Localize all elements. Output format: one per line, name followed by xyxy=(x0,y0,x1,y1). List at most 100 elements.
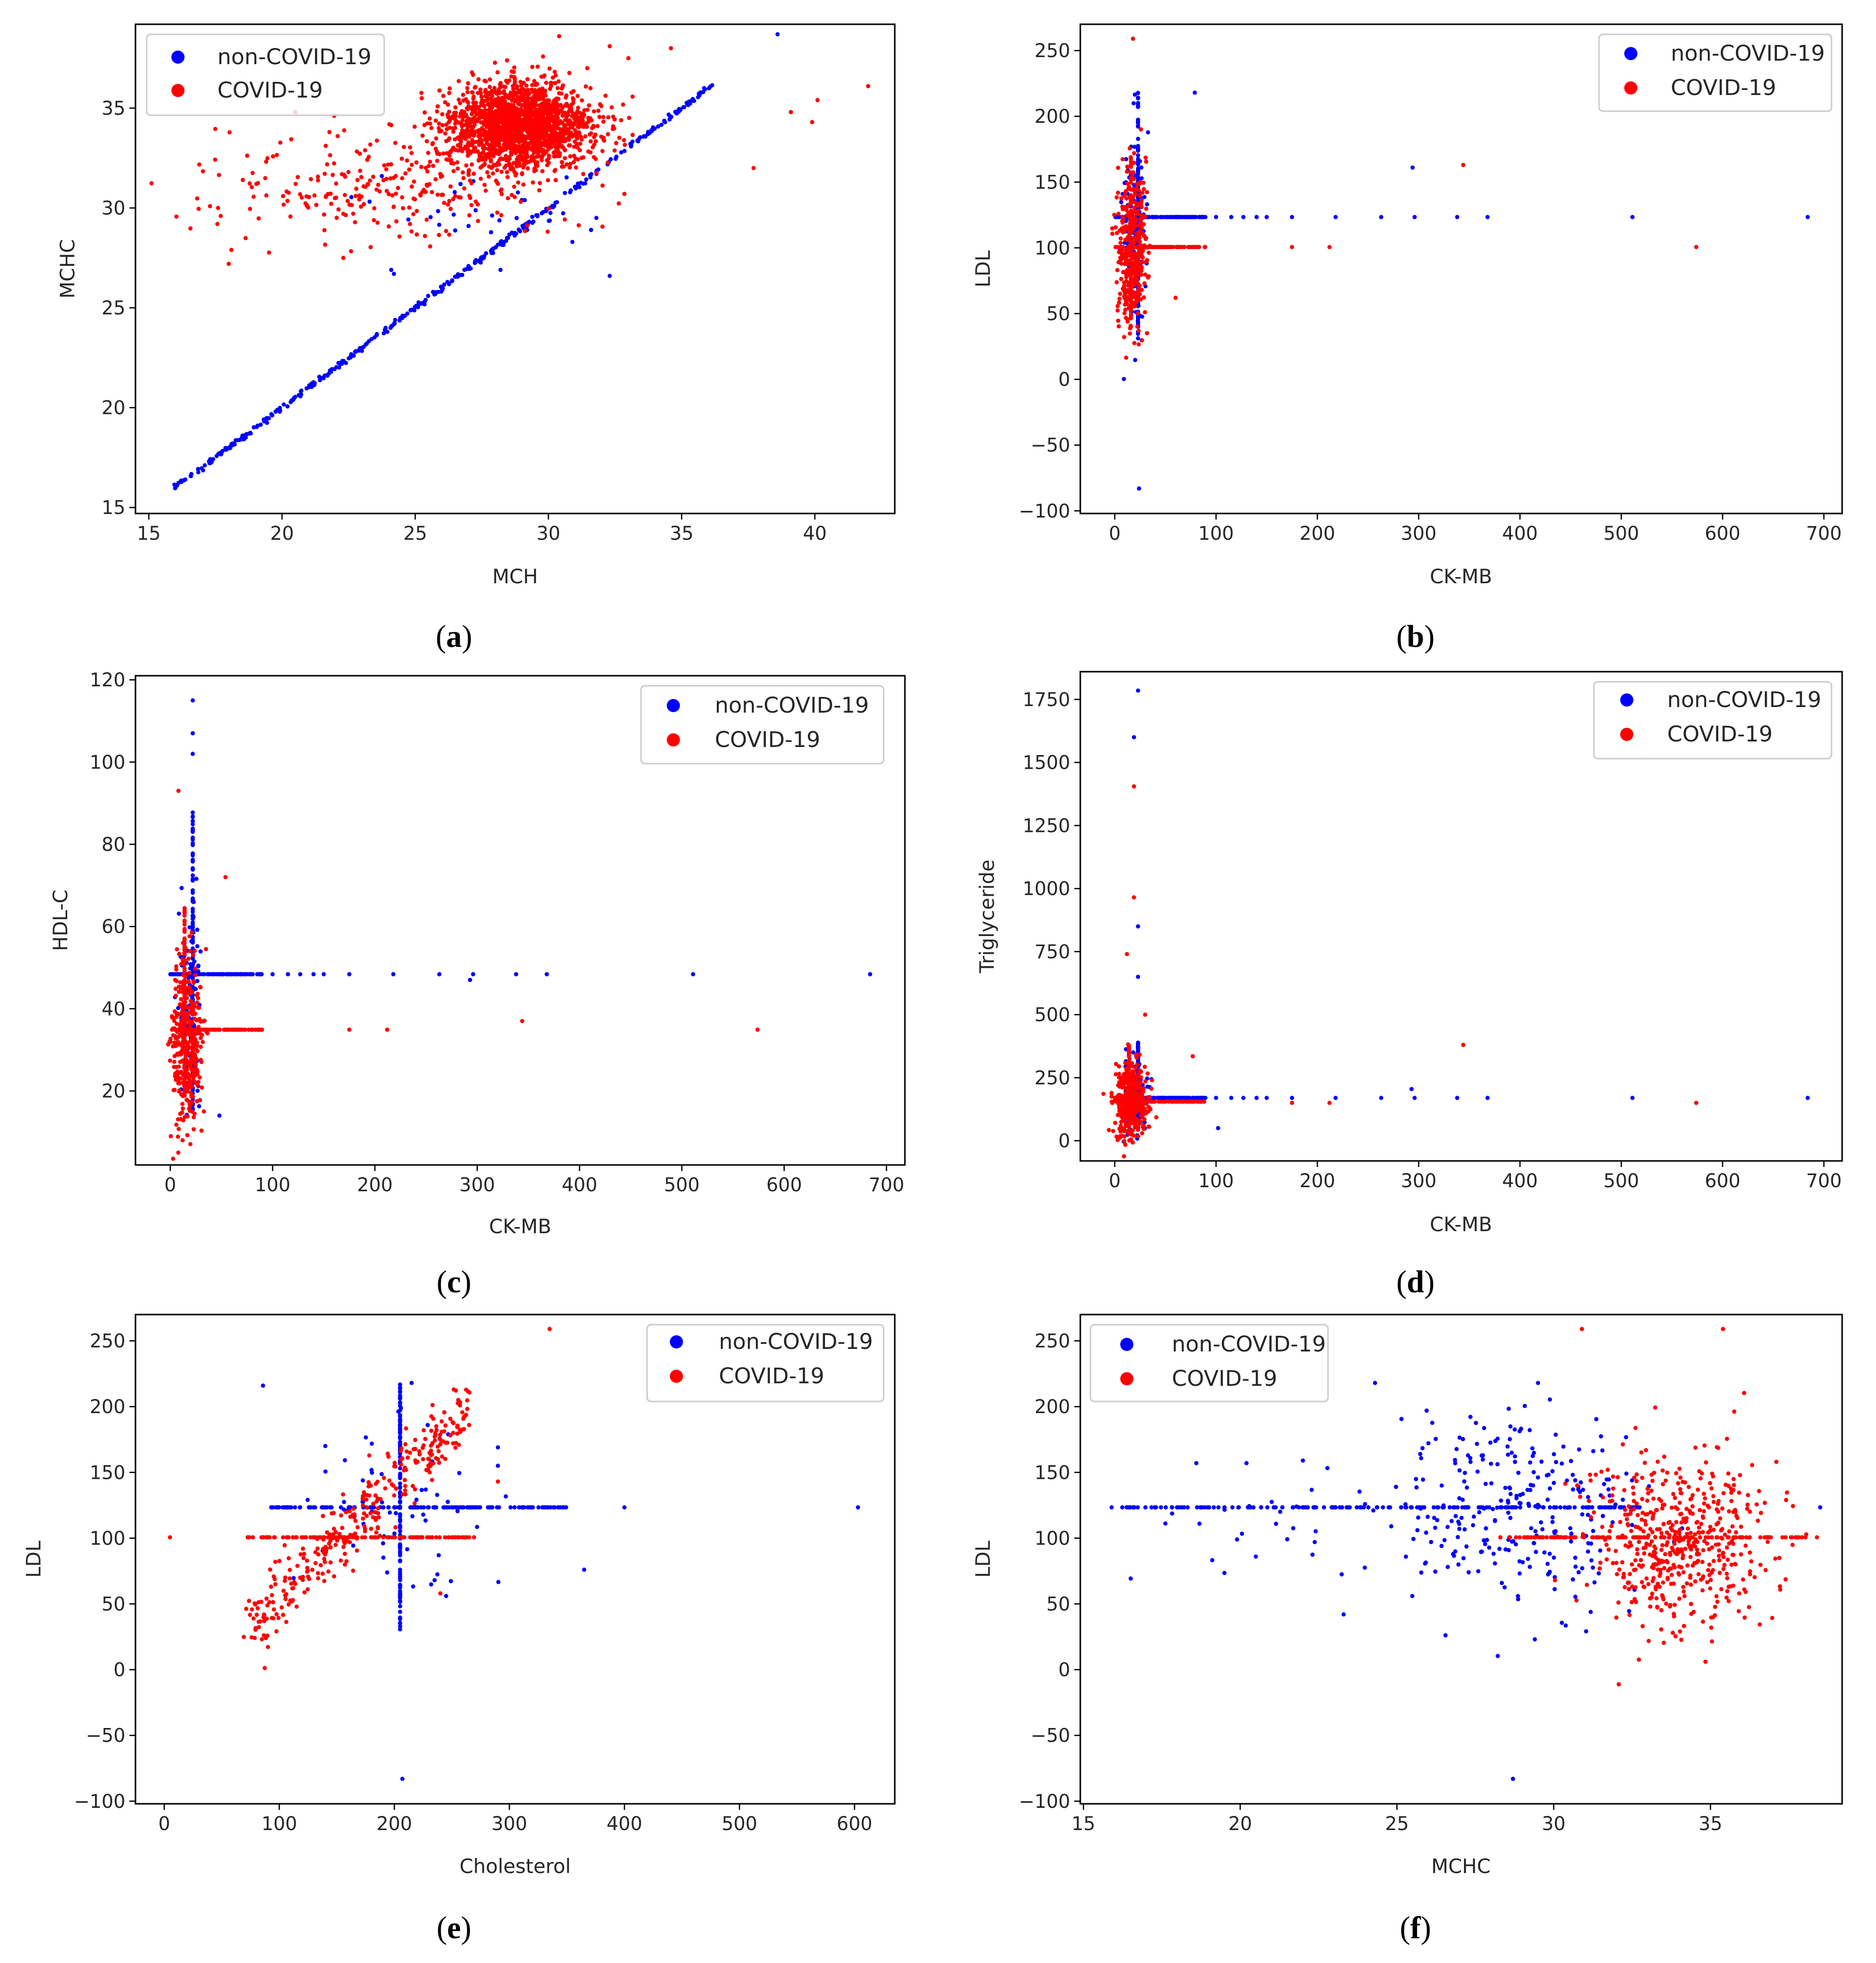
covid-point xyxy=(619,118,623,123)
covid-point xyxy=(1122,229,1127,233)
covid-point xyxy=(474,119,479,123)
covid-point xyxy=(289,137,294,142)
covid-point xyxy=(323,242,328,247)
covid-point xyxy=(1132,151,1136,156)
covid-point xyxy=(444,229,448,233)
covid-point xyxy=(578,142,583,146)
non-covid-point xyxy=(1136,166,1140,171)
non-covid-point xyxy=(1136,974,1140,979)
non-covid-point xyxy=(195,978,200,984)
covid-point xyxy=(365,157,370,162)
covid-point xyxy=(400,176,404,180)
non-covid-point xyxy=(1132,145,1137,149)
covid-point xyxy=(496,96,501,100)
covid-point xyxy=(535,163,540,168)
non-covid-point xyxy=(392,321,397,325)
non-covid-point xyxy=(1136,303,1141,308)
non-covid-point xyxy=(1379,215,1384,219)
covid-point xyxy=(193,1067,198,1072)
covid-point xyxy=(482,162,487,166)
covid-point xyxy=(1135,281,1140,286)
covid-point xyxy=(430,190,434,195)
covid-point xyxy=(584,124,589,129)
covid-point xyxy=(174,967,178,972)
non-covid-point xyxy=(228,972,233,976)
covid-point xyxy=(510,116,515,121)
covid-point xyxy=(524,136,528,141)
covid-point xyxy=(1131,290,1136,295)
x-tick-label: 500 xyxy=(1604,523,1639,544)
non-covid-point xyxy=(1241,215,1246,219)
covid-point xyxy=(478,91,483,96)
non-covid-point xyxy=(176,481,181,485)
non-covid-point xyxy=(561,211,566,216)
covid-point xyxy=(1133,192,1138,197)
non-covid-point xyxy=(530,220,535,225)
non-covid-point xyxy=(239,972,243,976)
covid-point xyxy=(1116,191,1120,195)
non-covid-point xyxy=(191,907,195,911)
covid-point xyxy=(265,156,270,161)
non-covid-point xyxy=(659,122,664,127)
covid-point xyxy=(1144,206,1149,211)
covid-point xyxy=(552,123,556,127)
covid-point xyxy=(560,121,565,125)
y-tick-label: 120 xyxy=(89,669,125,691)
covid-point xyxy=(495,210,499,215)
non-covid-point xyxy=(193,987,198,992)
non-covid-point xyxy=(288,400,293,404)
covid-point xyxy=(1138,243,1143,248)
covid-point xyxy=(174,1029,179,1034)
non-covid-point xyxy=(364,341,369,346)
non-covid-point xyxy=(189,474,193,479)
covid-point xyxy=(499,192,504,197)
covid-point xyxy=(500,100,505,105)
covid-point xyxy=(1202,1099,1207,1104)
covid-point xyxy=(205,1031,210,1036)
covid-point xyxy=(516,158,520,162)
covid-point xyxy=(569,130,573,135)
covid-point xyxy=(1122,193,1127,198)
covid-point xyxy=(483,79,488,84)
covid-point xyxy=(179,1043,184,1048)
y-tick-label: 30 xyxy=(102,197,125,219)
covid-point xyxy=(509,151,514,156)
covid-point xyxy=(563,148,567,153)
covid-point xyxy=(409,184,414,189)
non-covid-point xyxy=(270,972,275,976)
covid-point xyxy=(525,223,530,227)
non-covid-point xyxy=(298,389,303,394)
non-covid-point xyxy=(191,873,195,878)
covid-point xyxy=(1128,155,1133,160)
x-tick-label: 600 xyxy=(1705,523,1741,544)
legend: non-COVID-19 COVID-19 xyxy=(1598,33,1833,112)
non-covid-point xyxy=(645,132,650,136)
covid-point xyxy=(198,1098,202,1102)
covid-point xyxy=(241,177,245,182)
covid-point xyxy=(1116,324,1121,329)
covid-point xyxy=(479,142,484,146)
covid-point xyxy=(485,155,489,160)
covid-point xyxy=(1124,355,1128,360)
non-covid-point xyxy=(440,286,444,291)
covid-point xyxy=(1327,245,1332,249)
non-covid-point xyxy=(471,972,476,976)
covid-point xyxy=(204,947,208,952)
covid-point xyxy=(546,117,551,121)
covid-point xyxy=(537,103,541,108)
covid-point xyxy=(191,1012,196,1017)
covid-point xyxy=(540,86,544,91)
covid-point xyxy=(168,1058,172,1063)
y-tick-label: 20 xyxy=(102,1081,125,1102)
covid-point xyxy=(1132,209,1137,213)
covid-point xyxy=(195,1072,200,1077)
covid-point xyxy=(492,90,496,95)
covid-point xyxy=(192,1127,196,1132)
covid-point xyxy=(1290,245,1294,249)
covid-point xyxy=(561,164,566,169)
covid-point xyxy=(385,1027,390,1032)
legend-label-covid: COVID-19 xyxy=(1671,75,1776,101)
panel-caption: (c) xyxy=(437,1265,472,1299)
covid-point xyxy=(1132,161,1136,165)
